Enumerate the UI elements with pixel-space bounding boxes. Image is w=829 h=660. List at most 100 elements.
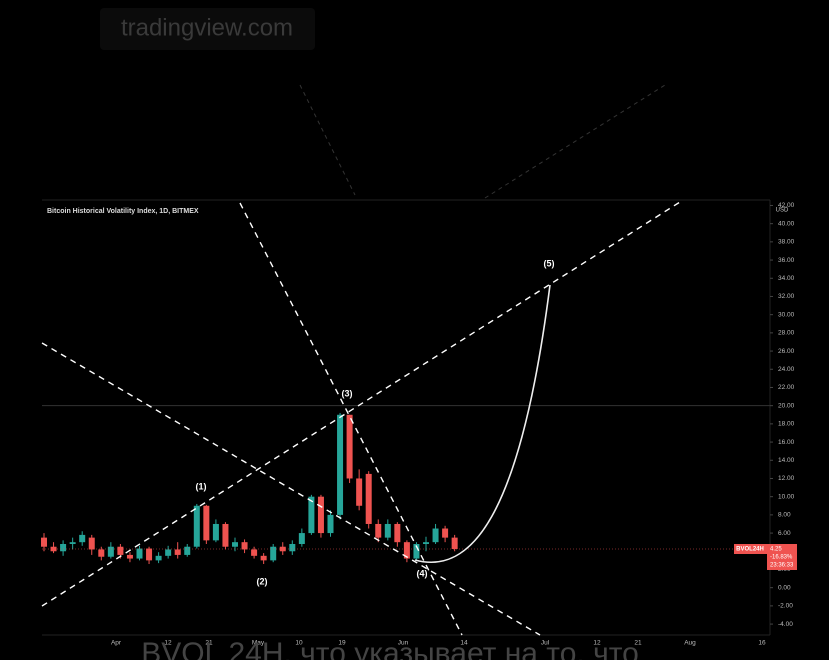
projection-curve (414, 284, 551, 564)
y-tick-label: 0.00 (778, 584, 791, 591)
candle-body (193, 505, 200, 547)
candle (41, 533, 47, 552)
candle (413, 542, 420, 561)
y-tick-label: 38.00 (778, 239, 795, 246)
y-tick-label: -2.00 (778, 603, 793, 610)
candle (394, 522, 401, 547)
candle (136, 545, 143, 561)
wave-label: (5) (544, 258, 555, 268)
candle (165, 545, 172, 559)
candle (69, 537, 76, 550)
currency: USD (776, 208, 789, 214)
candle-body (403, 542, 410, 559)
candle (365, 471, 372, 529)
y-tick-label: 16.00 (778, 439, 795, 446)
candle-body (394, 523, 401, 543)
candle-body (126, 554, 133, 559)
x-tick-label: 14 (460, 640, 468, 647)
faded-preview (299, 84, 666, 199)
x-tick-label: Jun (398, 640, 409, 647)
price-tag-countdown: 23:36:33 (770, 563, 794, 569)
candle (107, 542, 114, 559)
x-tick-label: Jul (541, 640, 550, 647)
caption-overlay: ВVOL 24H, что указывает на то, что (141, 637, 639, 660)
price-tag-value: 4.25 (770, 547, 782, 553)
y-tick-label: 6.00 (778, 530, 791, 537)
x-tick-label: Apr (111, 640, 122, 647)
y-tick-label: 34.00 (778, 275, 795, 282)
candle-body (107, 546, 114, 557)
y-tick-label: 20.00 (778, 402, 795, 409)
price-tag-change: -16.83% (770, 555, 793, 561)
candle-body (241, 542, 248, 550)
candle (403, 540, 410, 563)
candle (146, 546, 153, 565)
candle (155, 552, 162, 564)
y-tick-label: 28.00 (778, 330, 795, 337)
candle-body (79, 534, 86, 543)
price-tag (767, 544, 797, 571)
candle-body (69, 542, 76, 544)
candle (356, 469, 363, 511)
candle (126, 552, 133, 563)
candle (384, 519, 391, 541)
x-tick-label: 12 (593, 640, 601, 647)
x-tick-label: May (252, 640, 265, 647)
candle-body (356, 478, 363, 506)
candle-body (203, 505, 210, 541)
candle (451, 534, 458, 552)
candle-body (413, 543, 420, 559)
candle-body (365, 473, 372, 524)
candle-body (260, 555, 267, 561)
candle-body (41, 537, 47, 547)
candle (260, 553, 267, 565)
candle (98, 546, 105, 561)
wave-label: (3) (342, 388, 353, 398)
y-tick-label: 12.00 (778, 475, 795, 482)
candle (222, 522, 229, 550)
y-tick-label: 14.00 (778, 457, 795, 464)
wave-label: (1) (196, 481, 207, 491)
x-tick-label: Aug (684, 640, 696, 647)
watermark-box (100, 8, 315, 50)
symbol-tag (734, 544, 767, 555)
y-tick-label: 32.00 (778, 293, 795, 300)
candle (193, 503, 200, 549)
candle-body (423, 542, 429, 544)
candle-body (117, 546, 124, 555)
candle (375, 519, 382, 543)
y-tick-label: 26.00 (778, 348, 795, 355)
y-tick-label: 10.00 (778, 493, 795, 500)
candle-body (136, 548, 143, 559)
y-tick-label: 24.00 (778, 366, 795, 373)
candle (241, 539, 248, 554)
x-tick-label: 12 (164, 640, 172, 647)
candle-body (98, 549, 105, 557)
candle-body (346, 414, 353, 479)
x-tick-label: 19 (338, 640, 346, 647)
candle (50, 542, 57, 554)
watermark: tradingview.com (121, 14, 293, 41)
candle-body (451, 537, 458, 550)
candle-body (88, 537, 95, 550)
candle-body (442, 528, 449, 538)
candle-body (317, 496, 324, 534)
chart-title: Bitcoin Historical Volatility Index, 1D,… (47, 208, 199, 215)
candle-body (222, 523, 229, 547)
candle (184, 543, 191, 557)
candle-body (50, 546, 57, 552)
candle-body (384, 523, 391, 538)
y-tick-label: 22.00 (778, 384, 795, 391)
candle (442, 525, 449, 543)
candle-body (184, 546, 191, 555)
candle-body (212, 523, 219, 541)
x-tick-label: 10 (295, 640, 303, 647)
candle-body (60, 543, 67, 552)
y-tick-label: 8.00 (778, 512, 791, 519)
candle-body (251, 549, 258, 556)
candle-body (308, 496, 315, 534)
wave-label: (2) (257, 576, 268, 586)
y-tick-label: 18.00 (778, 421, 795, 428)
candle (270, 543, 277, 563)
